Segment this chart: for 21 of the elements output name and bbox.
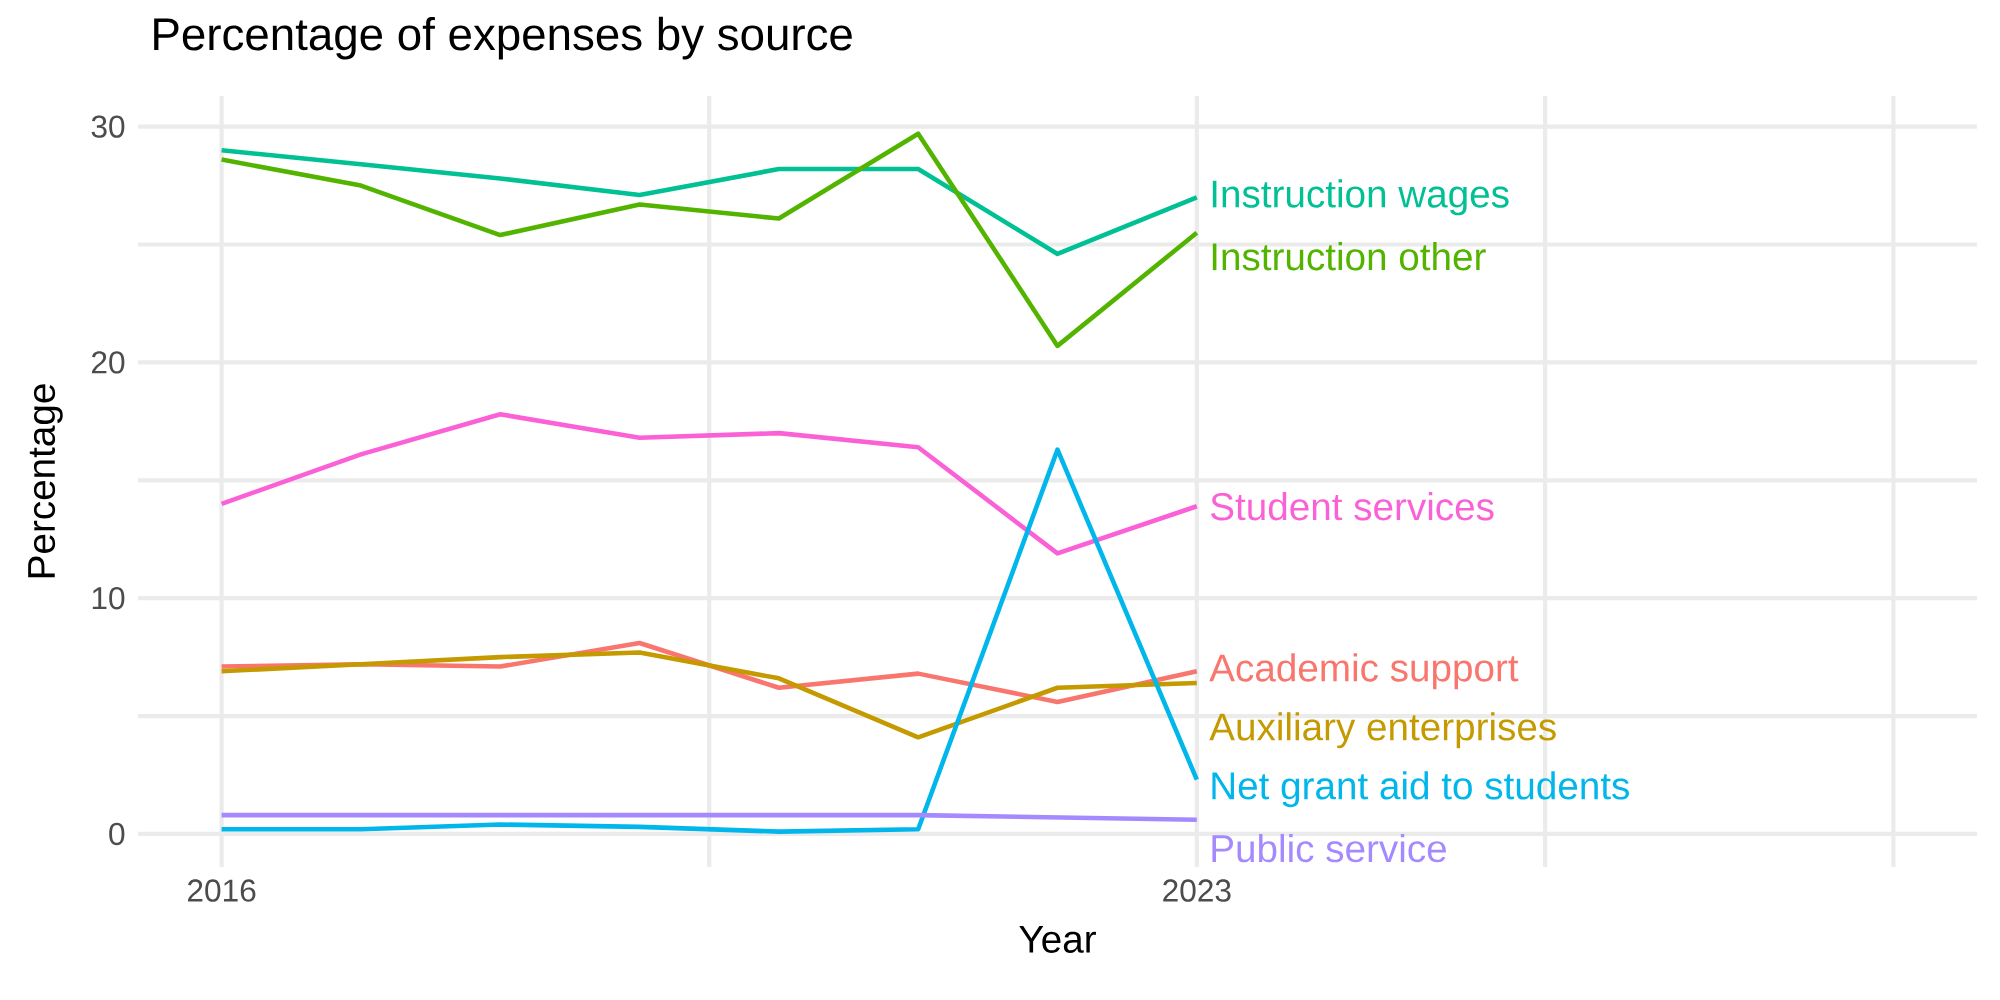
y-axis-title: Percentage <box>28 384 63 578</box>
series-label: Public service <box>1212 833 1446 863</box>
line-series <box>219 650 1200 740</box>
chart-title: Percentage of expenses by source <box>154 16 852 60</box>
line-series <box>219 147 1200 257</box>
series-label: Instruction other <box>1212 242 1486 271</box>
line-series <box>219 411 1200 556</box>
y-tick-label: 0 <box>109 822 125 846</box>
y-tick-label: 20 <box>92 351 125 374</box>
series-label: Instruction wages <box>1212 179 1509 216</box>
y-tick-label: 10 <box>92 586 125 610</box>
line-series <box>219 447 1200 834</box>
series-label: Net grant aid to students <box>1212 771 1629 808</box>
series-label: Auxiliary enterprises <box>1209 712 1556 749</box>
line-series <box>219 131 1200 349</box>
series-label: Student services <box>1211 492 1494 521</box>
x-tick-label: 2016 <box>188 879 256 902</box>
series-label: Academic support <box>1209 653 1519 690</box>
x-axis-title: Year <box>1019 925 1096 953</box>
x-tick-label: 2023 <box>1163 879 1231 902</box>
y-tick-label: 30 <box>91 115 125 138</box>
